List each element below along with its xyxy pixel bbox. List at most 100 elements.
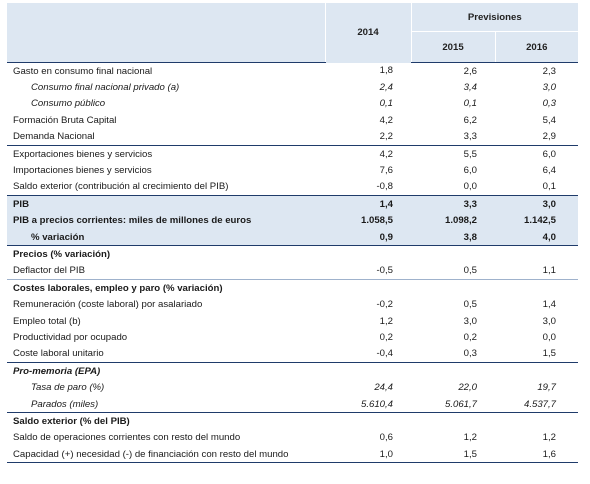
value-2016: 1.142,5 xyxy=(495,212,578,229)
table-row: Consumo final nacional privado (a) 2,4 3… xyxy=(7,79,578,95)
value-2015: 3,3 xyxy=(463,131,477,143)
value-2015: 0,5 xyxy=(463,265,477,277)
table-row: Parados (miles) 5.610,4 5.061,7 4.537,7 xyxy=(7,396,578,413)
value-2015: 3,4 xyxy=(463,82,477,94)
value-2016: 4,0 xyxy=(495,228,578,246)
table-row: Tasa de paro (%) 24,4 22,0 19,7 xyxy=(7,379,578,395)
value-2014: 24,4 xyxy=(374,382,393,394)
table-row-variacion: % variación 0,9 3,8 4,0 xyxy=(7,228,578,246)
table-row: Capacidad (+) necesidad (-) de financiac… xyxy=(7,445,578,464)
value-2014: 4,2 xyxy=(325,144,411,163)
value-2014: -0,8 xyxy=(376,181,393,193)
row-label: Capacidad (+) necesidad (-) de financiac… xyxy=(7,445,325,464)
value-2015: 1,5 xyxy=(411,445,495,464)
value-2014: 1.058,5 xyxy=(325,212,411,229)
header-year-2015: 2015 xyxy=(410,31,495,63)
forecast-table-container: 2014 Previsiones 2015 2016 Gasto en cons… xyxy=(7,3,578,464)
value-2016: 0,0 xyxy=(542,331,556,343)
value-2014: 0,2 xyxy=(379,331,393,343)
section-heading-label: Precios (% variación) xyxy=(7,245,578,263)
section-heading: Pro-memoria (EPA) xyxy=(7,362,578,380)
value-2016: 0,1 xyxy=(542,181,556,193)
value-2016: 1,5 xyxy=(542,348,556,360)
value-2016: 1,2 xyxy=(542,432,556,444)
value-2015: 0,5 xyxy=(463,299,477,311)
value-2016: 1,4 xyxy=(542,299,556,311)
section-heading: Costes laborales, empleo y paro (% varia… xyxy=(7,279,578,297)
value-2015: 5.061,7 xyxy=(444,398,477,410)
section-heading: Saldo exterior (% del PIB) xyxy=(7,412,578,430)
table-row: Coste laboral unitario -0,4 0,3 1,5 xyxy=(7,346,578,363)
table-row: Saldo exterior (contribución al crecimie… xyxy=(7,179,578,196)
value-2016: 3,0 xyxy=(542,82,556,94)
value-2014: -0,4 xyxy=(376,348,393,360)
header-previsiones: Previsiones xyxy=(410,3,578,32)
section-heading-label: Costes laborales, empleo y paro (% varia… xyxy=(7,279,578,297)
value-2014: 0,9 xyxy=(325,228,411,246)
section-heading-label: Saldo exterior (% del PIB) xyxy=(7,412,578,430)
value-2015: 6,2 xyxy=(463,114,477,126)
value-2014: 1,0 xyxy=(325,445,411,464)
value-2016: 2,3 xyxy=(542,65,556,77)
row-label: Demanda Nacional xyxy=(13,131,95,143)
value-2016: 3,0 xyxy=(495,195,578,213)
value-2015: 0,0 xyxy=(463,181,477,193)
row-label: Productividad por ocupado xyxy=(13,331,128,343)
row-label: Exportaciones bienes y servicios xyxy=(7,144,325,163)
value-2014: 1,8 xyxy=(379,65,393,77)
row-label: Coste laboral unitario xyxy=(13,348,104,360)
value-2014: 2,4 xyxy=(379,82,393,94)
value-2014: 4,2 xyxy=(379,114,393,126)
row-label: PIB xyxy=(7,195,325,213)
row-label: Empleo total (b) xyxy=(13,315,81,327)
table-row: Consumo público 0,1 0,1 0,3 xyxy=(7,96,578,112)
table-row: Formación Bruta Capital 4,2 6,2 5,4 xyxy=(7,112,578,128)
value-2014: 2,2 xyxy=(379,131,393,143)
table-row: Deflactor del PIB -0,5 0,5 1,1 xyxy=(7,263,578,280)
table-row-pib-corrientes: PIB a precios corrientes: miles de millo… xyxy=(7,212,578,229)
value-2016: 19,7 xyxy=(537,382,556,394)
row-label: Gasto en consumo final nacional xyxy=(13,65,153,77)
value-2015: 3,8 xyxy=(411,228,495,246)
label-column-header xyxy=(7,3,325,63)
value-2015: 3,3 xyxy=(411,195,495,213)
value-2015: 2,6 xyxy=(463,65,477,77)
table-row: Exportaciones bienes y servicios 4,2 5,5… xyxy=(7,144,578,163)
row-label: Formación Bruta Capital xyxy=(13,114,117,126)
value-2016: 3,0 xyxy=(542,315,556,327)
value-2014: -0,2 xyxy=(376,299,393,311)
header-year-2014: 2014 xyxy=(324,3,411,63)
macroeconomic-forecast-table: 2014 Previsiones 2015 2016 Gasto en cons… xyxy=(7,3,578,464)
row-label: Importaciones bienes y servicios xyxy=(13,165,152,177)
row-label: Deflactor del PIB xyxy=(13,265,85,277)
value-2015: 1.098,2 xyxy=(411,212,495,229)
table-row: Productividad por ocupado 0,2 0,2 0,0 xyxy=(7,329,578,345)
row-label: Saldo exterior (contribución al crecimie… xyxy=(13,181,229,193)
value-2016: 1,1 xyxy=(542,265,556,277)
table-row: Remuneración (coste laboral) por asalari… xyxy=(7,296,578,312)
table-row: Demanda Nacional 2,2 3,3 2,9 xyxy=(7,129,578,146)
value-2016: 6,4 xyxy=(542,165,556,177)
section-heading-label: Pro-memoria (EPA) xyxy=(7,362,578,380)
value-2014: 0,1 xyxy=(379,98,393,110)
row-label: Consumo final nacional privado (a) xyxy=(31,82,180,94)
row-label: Remuneración (coste laboral) por asalari… xyxy=(13,299,203,311)
row-label: Saldo de operaciones corrientes con rest… xyxy=(13,432,241,444)
value-2014: 0,6 xyxy=(379,432,393,444)
value-2016: 0,3 xyxy=(542,98,556,110)
value-2016: 6,0 xyxy=(495,144,578,163)
table-row: Gasto en consumo final nacional 1,8 2,6 … xyxy=(7,63,578,80)
value-2016: 2,9 xyxy=(542,131,556,143)
value-2014: 5.610,4 xyxy=(360,398,393,410)
row-label: % variación xyxy=(7,228,325,246)
value-2016: 4.537,7 xyxy=(523,398,556,410)
table-row: Saldo de operaciones corrientes con rest… xyxy=(7,430,578,446)
row-label: Tasa de paro (%) xyxy=(31,382,105,394)
value-2014: 1,4 xyxy=(325,195,411,213)
row-label: Consumo público xyxy=(31,98,106,110)
value-2015: 22,0 xyxy=(458,382,477,394)
value-2014: 1,2 xyxy=(379,315,393,327)
table-row-pib: PIB 1,4 3,3 3,0 xyxy=(7,195,578,213)
row-label: PIB a precios corrientes: miles de millo… xyxy=(7,212,325,229)
value-2014: 7,6 xyxy=(379,165,393,177)
